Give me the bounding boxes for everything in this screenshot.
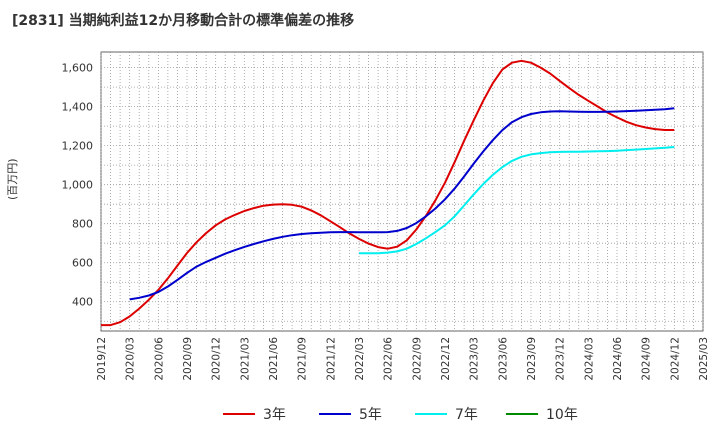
x-tick-label: 2022/03: [354, 337, 366, 381]
x-tick-label: 2020/06: [153, 337, 165, 381]
legend-label: 7年: [455, 407, 478, 423]
x-tick-label: 2021/03: [239, 337, 251, 381]
x-tick-label: 2023/03: [469, 337, 481, 381]
x-tick-label: 2021/06: [268, 337, 280, 381]
x-tick-label: 2023/09: [526, 337, 538, 381]
x-tick-label: 2025/03: [698, 337, 710, 381]
x-tick-label: 2020/09: [182, 337, 194, 381]
x-tick-label: 2019/12: [96, 337, 108, 381]
y-tick-label: 1,000: [62, 179, 94, 192]
series-line: [101, 59, 675, 327]
y-tick-label: 800: [72, 218, 93, 231]
legend-label: 3年: [263, 407, 286, 423]
x-tick-label: 2020/03: [125, 337, 137, 381]
y-tick-label: 1,200: [62, 140, 94, 153]
series-line: [129, 107, 675, 301]
x-tick-label: 2022/12: [440, 337, 452, 381]
x-tick-label: 2024/06: [612, 337, 624, 381]
series-line: [359, 146, 675, 255]
y-tick-label: 600: [72, 257, 93, 270]
x-tick-label: 2023/06: [497, 337, 509, 381]
x-tick-label: 2024/12: [669, 337, 681, 381]
x-tick-label: 2024/09: [641, 337, 653, 381]
legend-label: 10年: [546, 407, 578, 423]
x-tick-label: 2021/09: [297, 337, 309, 381]
x-tick-label: 2024/03: [583, 337, 595, 381]
y-tick-label: 400: [72, 296, 93, 309]
y-tick-label: 1,600: [62, 62, 94, 75]
x-tick-label: 2022/09: [411, 337, 423, 381]
chart-title: [2831] 当期純利益12か月移動合計の標準偏差の推移: [12, 13, 355, 29]
x-tick-label: 2021/12: [325, 337, 337, 381]
x-tick-label: 2020/12: [211, 337, 223, 381]
x-tick-label: 2023/12: [555, 337, 567, 381]
y-tick-label: 1,400: [62, 101, 94, 114]
plot-area: [100, 51, 704, 332]
x-tick-label: 2022/06: [383, 337, 395, 381]
legend-label: 5年: [359, 407, 382, 423]
